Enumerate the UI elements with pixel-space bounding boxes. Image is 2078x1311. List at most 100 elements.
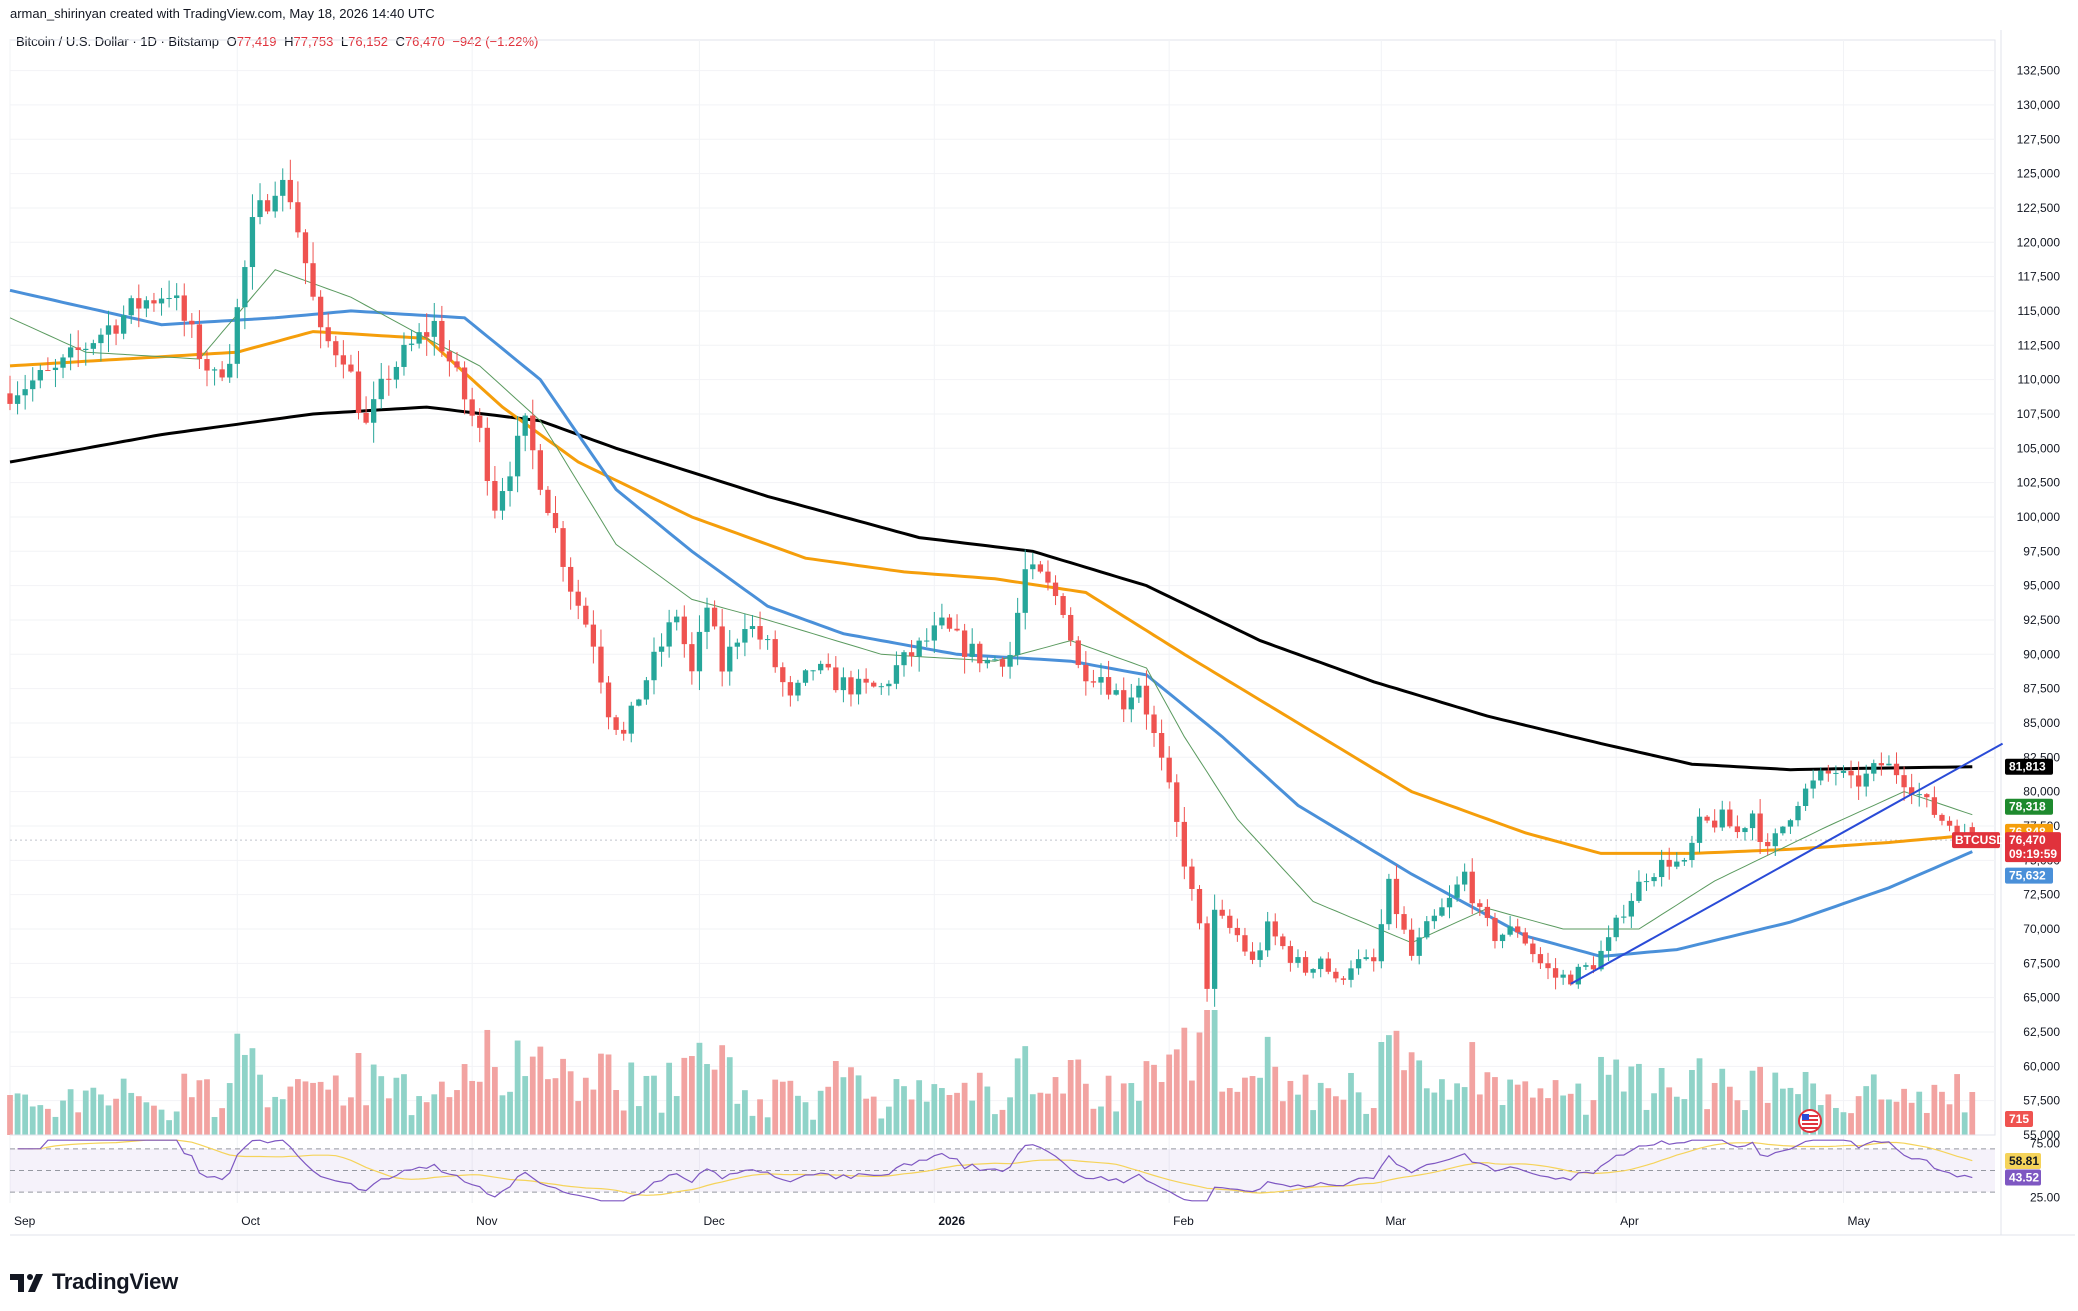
candle-body xyxy=(1462,871,1468,885)
volume-bar xyxy=(908,1099,915,1135)
ma-50-tag-bg xyxy=(2005,867,2053,884)
candle-body xyxy=(999,659,1006,667)
volume-bar xyxy=(590,1089,597,1135)
volume-bar xyxy=(143,1102,150,1135)
volume-bar xyxy=(1484,1072,1491,1135)
candle-body xyxy=(1189,866,1195,889)
candle-body xyxy=(1492,917,1498,942)
candle-body xyxy=(287,179,293,203)
volume-bar xyxy=(1961,1112,1968,1135)
volume-bar xyxy=(1052,1077,1059,1135)
candle-body xyxy=(946,617,953,629)
candle-body xyxy=(643,680,650,700)
volume-bar xyxy=(499,1095,506,1135)
candle-body xyxy=(22,389,28,396)
volume-bar xyxy=(848,1067,854,1135)
candle-body xyxy=(105,325,112,335)
candle-body xyxy=(280,179,286,196)
volume-bar xyxy=(1598,1056,1604,1135)
volume-bar xyxy=(688,1056,695,1135)
candle-body xyxy=(1833,772,1839,774)
candle-body xyxy=(1371,957,1377,962)
candle-body xyxy=(196,324,203,360)
candle-body xyxy=(45,370,51,372)
volume-bar xyxy=(1560,1095,1567,1135)
volume-bar xyxy=(1651,1093,1657,1135)
volume-bar xyxy=(1893,1101,1900,1135)
rsi-value-tag-bg xyxy=(2005,1169,2041,1186)
volume-bar xyxy=(1734,1100,1741,1135)
candle-body xyxy=(749,626,756,630)
rsi-ma-tag-bg xyxy=(2005,1152,2041,1169)
volume-bar xyxy=(1696,1058,1703,1135)
rsi-ma-tag: 58.81 xyxy=(2009,1154,2039,1168)
volume-bar xyxy=(1514,1084,1521,1135)
candle-body xyxy=(878,686,884,688)
volume-bar xyxy=(696,1042,703,1135)
candle-body xyxy=(1765,841,1771,847)
candle-body xyxy=(742,629,748,643)
volume-bar xyxy=(234,1033,241,1135)
volume-bar xyxy=(1848,1113,1854,1135)
volume-bar xyxy=(1355,1092,1362,1135)
moving-average-line xyxy=(9,288,1973,959)
candle-body xyxy=(1757,813,1763,842)
candle-body xyxy=(371,399,377,423)
volume-bar xyxy=(749,1115,756,1135)
volume-bar xyxy=(855,1075,862,1135)
candle-body xyxy=(674,616,680,623)
volume-bar xyxy=(431,1094,438,1135)
candle-body xyxy=(1749,813,1756,829)
volume-bar xyxy=(1613,1059,1620,1135)
volume-bar xyxy=(279,1099,286,1135)
volume-bar xyxy=(1014,1058,1021,1135)
candle-body xyxy=(1696,816,1703,843)
candle-body xyxy=(787,682,794,696)
candle-body xyxy=(1113,690,1119,695)
volume-bar xyxy=(378,1076,385,1135)
price-tag-value: 76,470 xyxy=(2009,833,2046,847)
candle-body xyxy=(143,300,150,309)
volume-bar xyxy=(734,1103,741,1135)
candle-body xyxy=(840,677,847,691)
candle-body xyxy=(651,651,657,681)
candle-body xyxy=(1643,881,1650,883)
symbol-legend[interactable]: Bitcoin / U.S. Dollar · 1D · Bitstamp O7… xyxy=(16,34,538,49)
volume-bar xyxy=(1378,1042,1385,1135)
volume-bar xyxy=(1507,1079,1513,1135)
ma-200-tag: 81,813 xyxy=(2009,760,2046,774)
candle-body xyxy=(1674,861,1680,867)
candle-body xyxy=(1454,884,1460,898)
candle-body xyxy=(181,295,187,321)
volume-bar xyxy=(1870,1074,1877,1135)
candle-body xyxy=(908,652,915,657)
volume-bar xyxy=(385,1098,392,1135)
candle-body xyxy=(1901,775,1907,788)
candle-body xyxy=(1689,842,1695,861)
candle-body xyxy=(984,659,990,664)
volume-bar xyxy=(1082,1083,1089,1135)
candle-body xyxy=(893,665,900,684)
candle-body xyxy=(764,639,771,641)
candle-body xyxy=(1143,685,1150,715)
candle-body xyxy=(75,347,81,351)
volume-bar xyxy=(120,1078,127,1135)
candle-body xyxy=(416,332,422,344)
volume-bar xyxy=(1833,1107,1839,1135)
ohlc-open-label: O xyxy=(226,34,237,49)
price-tick-label: 130,000 xyxy=(2017,98,2061,112)
trendline-group[interactable] xyxy=(1570,742,2004,985)
volume-bar xyxy=(976,1072,983,1135)
volume-bar xyxy=(166,1120,172,1135)
volume-bar xyxy=(204,1079,210,1135)
volume-bar xyxy=(870,1096,877,1135)
candle-body xyxy=(378,378,384,400)
candle-body xyxy=(689,644,695,672)
volume-bar xyxy=(1317,1082,1324,1135)
volume-bar xyxy=(1908,1102,1915,1135)
rsi-tick-label: 75.00 xyxy=(2030,1136,2060,1150)
volume-tag-bg xyxy=(2005,1111,2033,1127)
volume-bar xyxy=(681,1057,688,1135)
candle-body xyxy=(1658,859,1665,878)
